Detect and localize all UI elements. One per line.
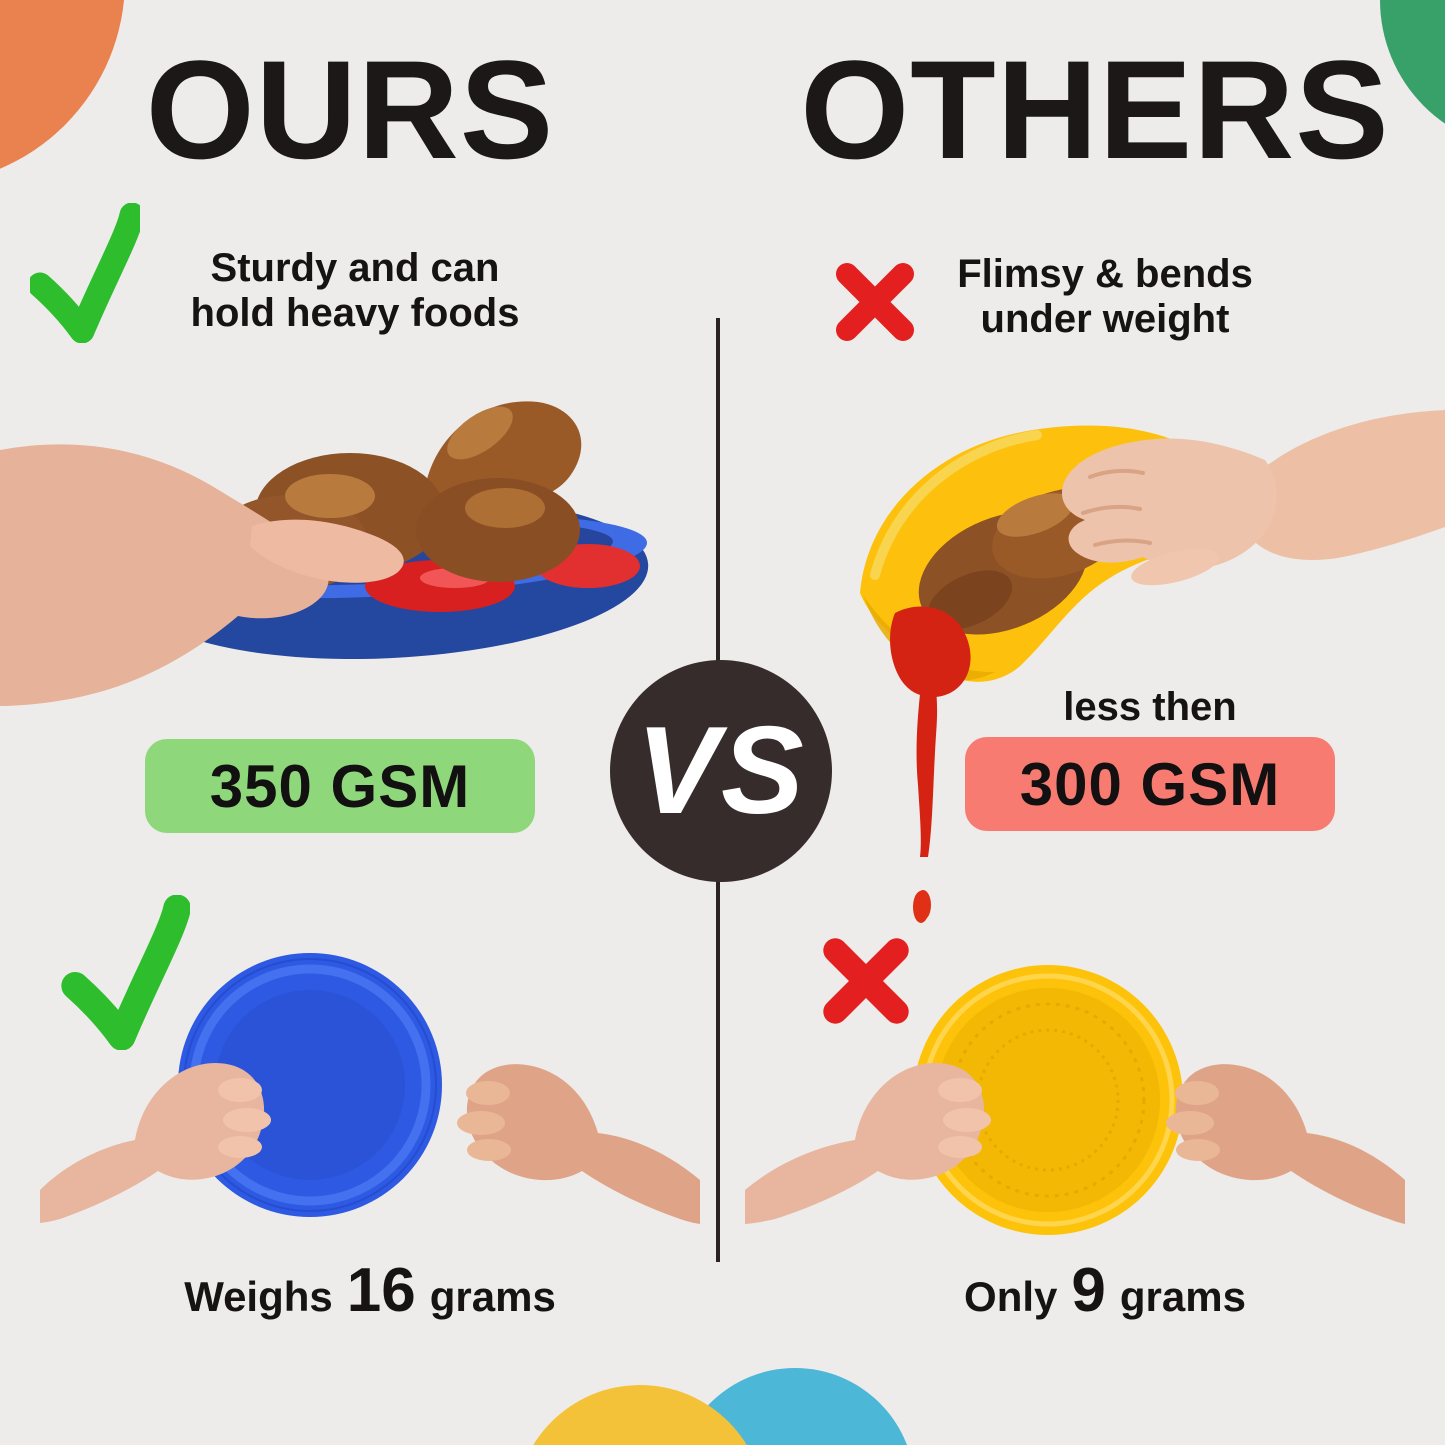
- others-feature-text: Flimsy & bends under weight: [905, 252, 1305, 342]
- ours-title: OURS: [145, 31, 555, 188]
- ours-weight-label: Weighs 16 grams: [40, 1255, 700, 1326]
- vs-badge: VS: [610, 660, 832, 882]
- cross-icon: [823, 938, 909, 1024]
- others-title: OTHERS: [800, 31, 1390, 188]
- ours-gsm-label: 350 GSM: [209, 752, 471, 820]
- others-gsm-badge: 300 GSM: [965, 737, 1335, 831]
- left-hand-illustration: [40, 1062, 271, 1223]
- ours-weight-suffix: grams: [429, 1273, 556, 1320]
- ketchup-drip-illustration: [890, 606, 971, 920]
- divider-line-top: [716, 318, 720, 664]
- ours-plate-with-food-photo: [0, 401, 649, 706]
- holding-hand-illustration: [0, 444, 404, 706]
- check-icon: [30, 203, 140, 343]
- cross-icon: [836, 263, 914, 341]
- right-hand-illustration: [1166, 1064, 1405, 1224]
- ours-weight-prefix: Weighs: [184, 1273, 333, 1320]
- others-weight-value: 9: [1071, 1256, 1106, 1325]
- ours-feature-line2: hold heavy foods: [190, 291, 520, 336]
- ours-feature-text: Sturdy and can hold heavy foods: [155, 246, 555, 336]
- others-gsm-label: 300 GSM: [1019, 750, 1281, 818]
- left-hand-illustration: [745, 1062, 991, 1224]
- vs-label: VS: [636, 702, 806, 840]
- gripping-hand-illustration: [1061, 410, 1445, 586]
- ours-gsm-badge: 350 GSM: [145, 739, 535, 833]
- others-plate-bending-photo: [860, 410, 1445, 920]
- ketchup-drop-illustration: [913, 891, 929, 923]
- others-gsm-note: less then: [1063, 685, 1237, 729]
- blue-plate-illustration: [178, 953, 442, 1217]
- sliding-food-illustration: [918, 487, 1128, 635]
- check-icon: [61, 895, 190, 1050]
- ours-feature-line1: Sturdy and can: [210, 246, 500, 290]
- others-weight-suffix: grams: [1119, 1273, 1246, 1320]
- right-hand-illustration: [457, 1064, 700, 1224]
- bent-yellow-plate-illustration: [860, 425, 1238, 682]
- ours-weight-value: 16: [346, 1256, 416, 1325]
- others-weight-prefix: Only: [964, 1273, 1058, 1320]
- blue-plate-illustration: [131, 496, 649, 660]
- others-weight-label: Only 9 grams: [775, 1255, 1435, 1326]
- divider-line-bottom: [716, 876, 720, 1262]
- food-illustration: [193, 401, 640, 612]
- yellow-plate-illustration: [913, 965, 1183, 1235]
- others-feature-line2: under weight: [980, 297, 1230, 342]
- others-feature-line1: Flimsy & bends: [957, 252, 1253, 296]
